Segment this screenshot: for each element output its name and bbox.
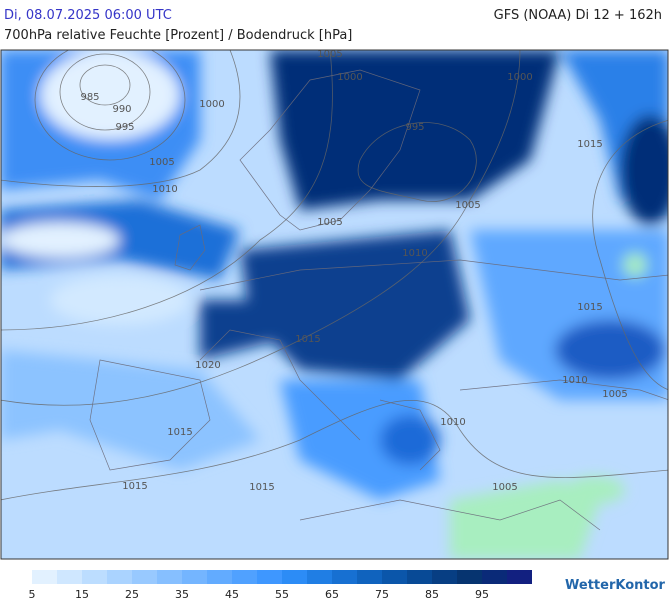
- isobar-label: 1015: [249, 482, 274, 493]
- legend-tick-label: 65: [325, 588, 339, 600]
- legend-swatch: [132, 570, 157, 584]
- isobar-label: 1010: [440, 417, 465, 428]
- legend-swatch: [482, 570, 507, 584]
- legend-tick-label: 5: [29, 588, 36, 600]
- isobar-label: 990: [112, 104, 131, 115]
- model-label: GFS (NOAA) Di 12 + 162h: [494, 8, 662, 23]
- isobar-label: 1005: [317, 217, 342, 228]
- legend-swatch: [407, 570, 432, 584]
- legend-swatch: [107, 570, 132, 584]
- isobar-label: 1000: [199, 99, 224, 110]
- legend-swatch: [57, 570, 82, 584]
- legend-swatch: [307, 570, 332, 584]
- legend-swatch: [382, 570, 407, 584]
- legend-swatch: [507, 570, 532, 584]
- legend-tick-label: 75: [375, 588, 389, 600]
- legend-swatch: [182, 570, 207, 584]
- legend: 5 15 25 35 45 55 65 75 85 95: [29, 570, 532, 601]
- legend-swatch: [257, 570, 282, 584]
- isobar-label: 995: [115, 122, 134, 133]
- isobar-label: 1005: [317, 49, 342, 60]
- isobar-label: 1000: [337, 72, 362, 83]
- legend-tick-label: 55: [275, 588, 289, 600]
- isobar-label: 1005: [602, 389, 627, 400]
- legend-tick-label: 85: [425, 588, 439, 600]
- isobar-label: 1005: [455, 200, 480, 211]
- isobar-label: 1010: [562, 375, 587, 386]
- isobar-label: 1005: [492, 482, 517, 493]
- legend-tick-label: 15: [75, 588, 89, 600]
- map-frame: [0, 49, 669, 560]
- isobar-label: 1015: [577, 139, 602, 150]
- legend-swatch: [207, 570, 232, 584]
- legend-swatch: [157, 570, 182, 584]
- isobar-label: 1010: [152, 184, 177, 195]
- date-label: Di, 08.07.2025 06:00 UTC: [4, 8, 172, 23]
- isobar-label: 1015: [295, 334, 320, 345]
- brand-logo: WetterKontor: [565, 578, 666, 593]
- legend-swatch: [457, 570, 482, 584]
- subtitle: 700hPa relative Feuchte [Prozent] / Bode…: [4, 28, 352, 43]
- isobar-label: 995: [405, 122, 424, 133]
- isobar-label: 1020: [195, 360, 220, 371]
- isobar-label: 1015: [167, 427, 192, 438]
- isobar-label: 1000: [507, 72, 532, 83]
- isobar-label: 1010: [402, 248, 427, 259]
- legend-tick-label: 45: [225, 588, 239, 600]
- legend-swatch: [32, 570, 57, 584]
- legend-swatch: [357, 570, 382, 584]
- legend-tick-label: 95: [475, 588, 489, 600]
- legend-swatch: [82, 570, 107, 584]
- isobar-label: 1015: [122, 481, 147, 492]
- legend-swatch: [432, 570, 457, 584]
- legend-swatch: [332, 570, 357, 584]
- legend-swatch: [232, 570, 257, 584]
- legend-tick-label: 35: [175, 588, 189, 600]
- legend-swatch: [282, 570, 307, 584]
- isobar-label: 1015: [577, 302, 602, 313]
- legend-tick-label: 25: [125, 588, 139, 600]
- isobar-label: 1005: [149, 157, 174, 168]
- isobar-label: 985: [80, 92, 99, 103]
- map: 1005 1000 985 990 1000 995 1000 995 1015 1005 1010…: [1, 49, 668, 559]
